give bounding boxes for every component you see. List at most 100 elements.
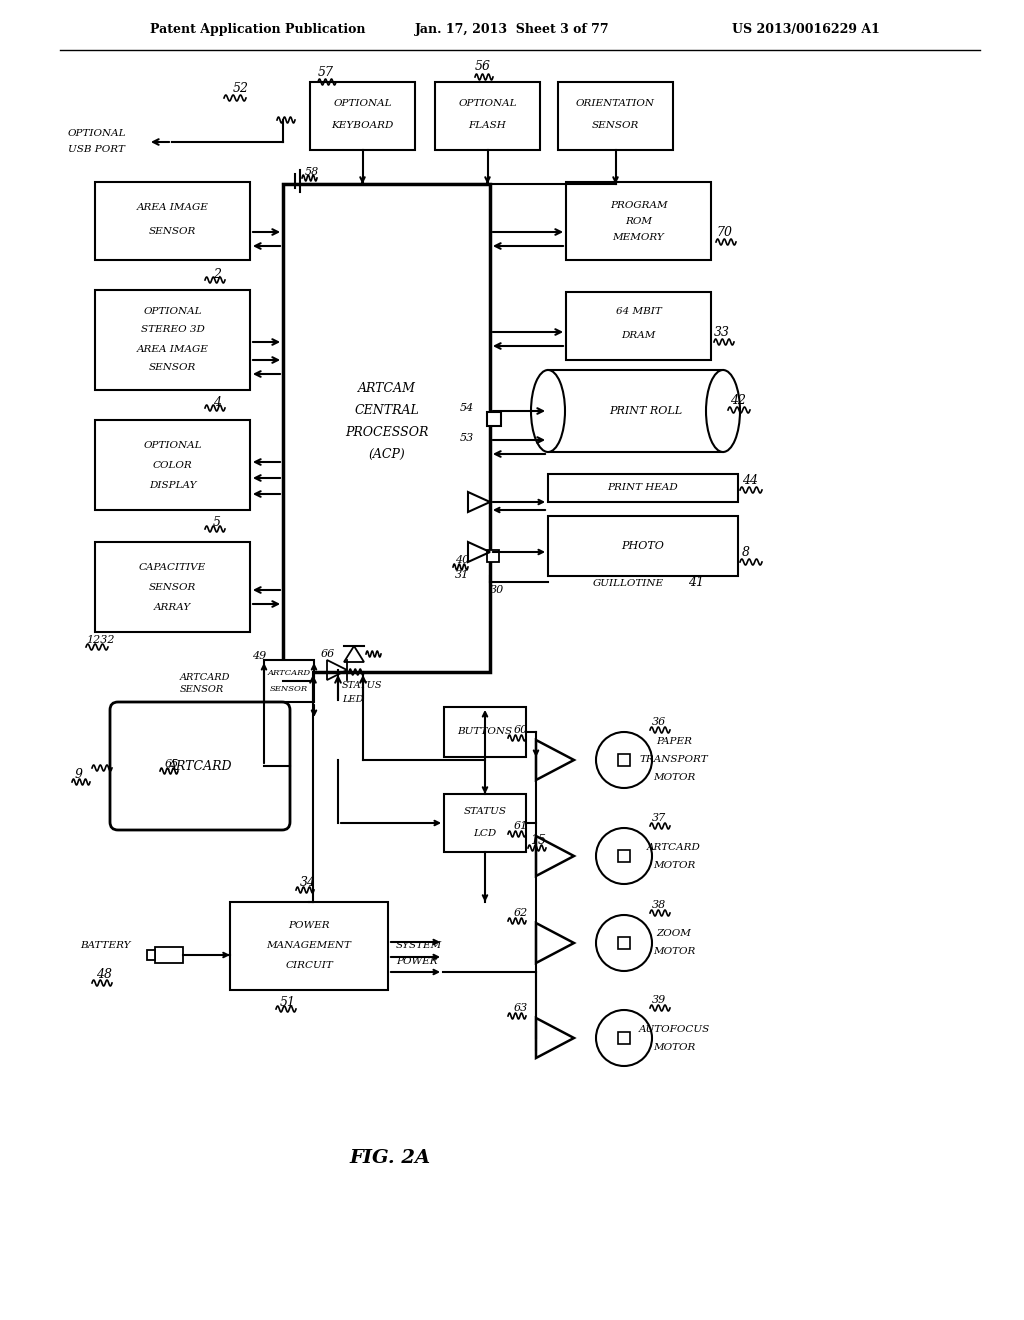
Text: Jan. 17, 2013  Sheet 3 of 77: Jan. 17, 2013 Sheet 3 of 77 — [415, 24, 609, 37]
Text: 40: 40 — [455, 554, 469, 565]
Text: ARTCARD: ARTCARD — [647, 842, 701, 851]
Text: FLASH: FLASH — [469, 121, 507, 131]
Text: SYSTEM: SYSTEM — [396, 940, 442, 949]
Text: COLOR: COLOR — [153, 461, 193, 470]
Text: 52: 52 — [233, 82, 249, 95]
Text: 36: 36 — [652, 717, 667, 727]
Text: 63: 63 — [514, 1003, 528, 1012]
Text: 61: 61 — [514, 821, 528, 832]
Text: 56: 56 — [475, 61, 490, 74]
Text: OPTIONAL: OPTIONAL — [333, 99, 392, 108]
Bar — [618, 1032, 630, 1044]
Text: 31: 31 — [455, 570, 469, 579]
Text: ARTCARD: ARTCARD — [267, 669, 310, 677]
Text: 44: 44 — [742, 474, 758, 487]
Text: OPTIONAL: OPTIONAL — [459, 99, 517, 108]
Text: POWER: POWER — [288, 921, 330, 931]
Bar — [558, 82, 673, 150]
Bar — [548, 370, 723, 451]
Text: (ACP): (ACP) — [368, 447, 404, 461]
Ellipse shape — [531, 370, 565, 451]
Text: ARTCARD: ARTCARD — [168, 759, 232, 772]
Bar — [283, 183, 490, 672]
Text: 8: 8 — [742, 545, 750, 558]
Ellipse shape — [706, 370, 740, 451]
Text: MEMORY: MEMORY — [612, 232, 665, 242]
Text: OPTIONAL: OPTIONAL — [68, 129, 127, 139]
Text: AUTOFOCUS: AUTOFOCUS — [638, 1024, 710, 1034]
Text: 64 MBIT: 64 MBIT — [615, 308, 662, 317]
Text: BATTERY: BATTERY — [80, 941, 130, 950]
Text: AREA IMAGE: AREA IMAGE — [136, 346, 209, 355]
Text: 66: 66 — [321, 649, 335, 659]
Text: PRINT ROLL: PRINT ROLL — [609, 407, 682, 416]
Text: 34: 34 — [300, 875, 316, 888]
Text: SENSOR: SENSOR — [148, 363, 197, 372]
Text: 60: 60 — [514, 725, 528, 735]
Text: MANAGEMENT: MANAGEMENT — [266, 941, 351, 950]
Text: 54: 54 — [460, 403, 474, 413]
Text: TRANSPORT: TRANSPORT — [640, 755, 709, 764]
Text: ARRAY: ARRAY — [154, 602, 191, 611]
Text: STEREO 3D: STEREO 3D — [140, 326, 205, 334]
Text: 42: 42 — [730, 393, 746, 407]
Text: ROM: ROM — [625, 216, 652, 226]
Text: SENSOR: SENSOR — [592, 121, 639, 131]
Text: SENSOR: SENSOR — [180, 685, 224, 694]
Text: PRINT HEAD: PRINT HEAD — [607, 483, 678, 492]
Text: SENSOR: SENSOR — [270, 685, 308, 693]
Bar — [230, 902, 388, 990]
Text: MOTOR: MOTOR — [653, 861, 695, 870]
Bar — [95, 290, 250, 389]
Text: CIRCUIT: CIRCUIT — [285, 961, 333, 970]
FancyBboxPatch shape — [110, 702, 290, 830]
Text: FIG. 2A: FIG. 2A — [349, 1148, 430, 1167]
Text: 38: 38 — [652, 900, 667, 909]
Text: KEYBOARD: KEYBOARD — [332, 121, 393, 131]
Bar — [264, 660, 314, 702]
Text: 30: 30 — [490, 585, 504, 595]
Text: ZOOM: ZOOM — [656, 929, 691, 939]
Text: PHOTO: PHOTO — [622, 541, 665, 550]
Text: LCD: LCD — [473, 829, 497, 837]
Text: 53: 53 — [460, 433, 474, 444]
Text: MOTOR: MOTOR — [653, 774, 695, 783]
Text: PAPER: PAPER — [656, 738, 692, 747]
Text: POWER: POWER — [396, 957, 437, 966]
Text: 49: 49 — [252, 651, 266, 661]
Bar — [548, 474, 738, 502]
Bar — [444, 708, 526, 756]
Text: 4: 4 — [213, 396, 221, 408]
Bar — [95, 420, 250, 510]
Text: STATUS: STATUS — [342, 681, 383, 690]
Text: PROCESSOR: PROCESSOR — [345, 425, 428, 438]
Bar — [487, 412, 501, 426]
Text: 2: 2 — [213, 268, 221, 281]
Bar — [310, 82, 415, 150]
Text: DISPLAY: DISPLAY — [148, 480, 197, 490]
Bar — [444, 795, 526, 851]
Text: Patent Application Publication: Patent Application Publication — [150, 24, 366, 37]
Text: SENSOR: SENSOR — [148, 582, 197, 591]
Text: 65: 65 — [165, 759, 179, 770]
Text: USB PORT: USB PORT — [68, 145, 125, 154]
Text: 57: 57 — [318, 66, 334, 78]
Text: STATUS: STATUS — [464, 807, 507, 816]
Text: PROGRAM: PROGRAM — [609, 201, 668, 210]
Bar — [155, 946, 183, 964]
Text: 15: 15 — [530, 833, 546, 846]
Bar — [95, 182, 250, 260]
Bar — [435, 82, 540, 150]
Text: CENTRAL: CENTRAL — [354, 404, 419, 417]
Text: ORIENTATION: ORIENTATION — [575, 99, 655, 108]
Bar — [618, 937, 630, 949]
Text: AREA IMAGE: AREA IMAGE — [136, 202, 209, 211]
Text: MOTOR: MOTOR — [653, 948, 695, 957]
Text: 70: 70 — [716, 226, 732, 239]
Text: OPTIONAL: OPTIONAL — [143, 441, 202, 450]
Text: 41: 41 — [688, 577, 705, 590]
Text: GUILLOTINE: GUILLOTINE — [593, 578, 665, 587]
Text: 1232: 1232 — [86, 635, 115, 645]
Text: 5: 5 — [213, 516, 221, 529]
Text: MOTOR: MOTOR — [653, 1043, 695, 1052]
